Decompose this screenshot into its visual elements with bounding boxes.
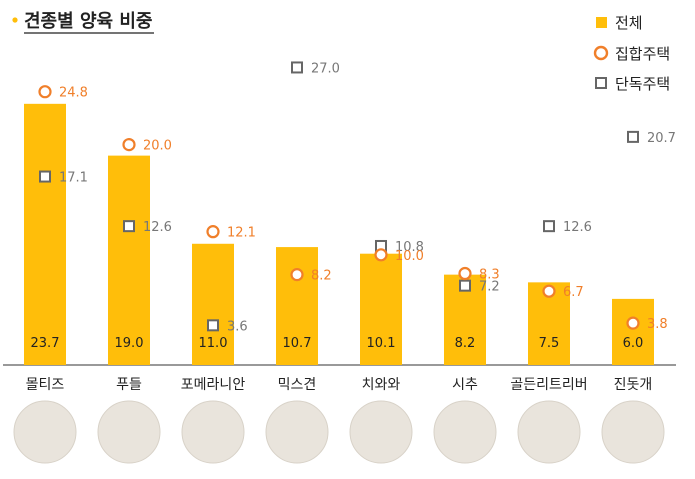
dog-photo-pomeranian: [181, 400, 245, 464]
bar-value-label: 7.5: [539, 336, 560, 351]
dog-photo-shihtzu: [433, 400, 497, 464]
marker-house-label: 20.7: [647, 131, 676, 146]
marker-apartment-label: 8.3: [479, 268, 500, 283]
marker-house-label: 3.6: [227, 319, 248, 334]
marker-apartment: [374, 248, 388, 262]
dog-photo-mixed: [265, 400, 329, 464]
marker-apartment-label: 24.8: [59, 86, 88, 101]
bar-value-label: 11.0: [199, 336, 228, 351]
marker-house-label: 7.2: [479, 280, 500, 295]
marker-apartment: [122, 138, 136, 152]
x-tick-label: 포메라니안: [181, 377, 246, 393]
marker-apartment-label: 3.8: [647, 317, 668, 332]
marker-apartment: [626, 316, 640, 330]
bar-value-label: 10.7: [283, 336, 312, 351]
marker-house: [207, 319, 219, 332]
dog-photo-golden-retriever: [517, 400, 581, 464]
bar-value-label: 8.2: [455, 336, 476, 351]
chart-title: 견종별 양육 비중: [24, 11, 152, 32]
marker-house: [123, 220, 135, 233]
bar-value-label: 19.0: [115, 336, 144, 351]
bar-total: [192, 243, 234, 365]
legend: 전체 집합주택 단독주택: [593, 14, 670, 93]
bar-value-label: 10.1: [367, 336, 396, 351]
marker-house: [39, 170, 51, 183]
marker-apartment-label: 8.2: [311, 269, 332, 284]
title-bullet: [12, 17, 18, 23]
bar-total: [24, 103, 66, 366]
marker-house: [543, 220, 555, 233]
marker-apartment: [206, 225, 220, 239]
marker-house-label: 12.6: [143, 220, 172, 235]
marker-apartment-label: 12.1: [227, 226, 256, 241]
chart-title-group: 견종별 양육 비중: [12, 11, 154, 34]
marker-house-label: 10.8: [395, 240, 424, 255]
marker-apartment-label: 10.0: [395, 249, 424, 264]
x-tick-label: 몰티즈: [26, 377, 65, 393]
bar-total: [360, 253, 402, 365]
dog-photo-chihuahua: [349, 400, 413, 464]
marker-apartment: [290, 268, 304, 282]
marker-house: [627, 130, 639, 143]
legend-label-total: 전체: [615, 14, 643, 32]
marker-apartment: [38, 85, 52, 99]
legend-marker-bar: [596, 17, 607, 28]
legend-marker-square: [595, 77, 607, 89]
marker-house-label: 17.1: [59, 171, 88, 186]
bar-value-label: 23.7: [31, 336, 60, 351]
marker-house-label: 12.6: [563, 220, 592, 235]
marker-apartment: [458, 266, 472, 281]
marker-apartment-label: 20.0: [143, 139, 172, 154]
x-tick-label: 시추: [452, 377, 478, 393]
legend-label-apartment: 집합주택: [615, 45, 670, 63]
x-tick-label: 믹스견: [278, 377, 317, 393]
marker-apartment: [542, 284, 556, 298]
x-tick-label: 푸들: [116, 377, 142, 393]
bar-total: [276, 247, 318, 365]
marker-house: [459, 279, 471, 292]
x-tick-label: 골든리트리버: [510, 377, 587, 393]
marker-house: [291, 61, 303, 74]
marker-apartment-label: 6.7: [563, 285, 584, 300]
marker-house-label: 27.0: [311, 61, 340, 76]
chart-marks: 23.7 17.1 24.8 몰티즈 19.0 12.6 20.0 푸들 11.0 3.6 12.1…: [13, 61, 676, 464]
bar-total: [612, 298, 654, 365]
dog-photo-poodle: [97, 400, 161, 464]
legend-marker-circle: [593, 45, 609, 61]
bar-value-label: 6.0: [623, 336, 644, 351]
x-tick-label: 치와와: [362, 377, 401, 393]
dog-photo-maltese: [13, 400, 77, 464]
bar-total: [108, 155, 150, 365]
legend-label-house: 단독주택: [615, 75, 670, 93]
x-tick-label: 진돗개: [614, 377, 653, 393]
dog-photo-jindo: [601, 400, 665, 464]
